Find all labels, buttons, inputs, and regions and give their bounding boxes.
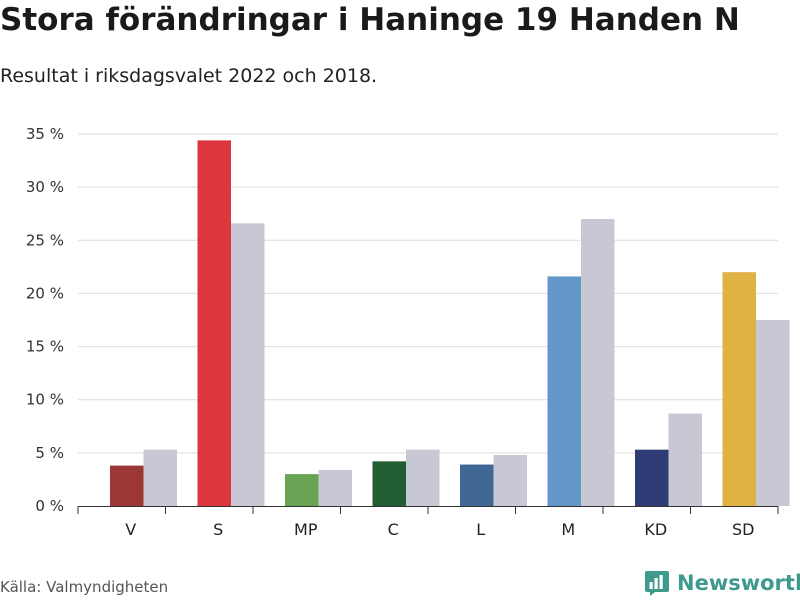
gridlines: [78, 133, 778, 454]
y-tick-label: 25 %: [26, 231, 64, 249]
y-tick-label: 10 %: [26, 391, 64, 409]
y-axis-tick-labels: 0 % 5 % 10 % 15 % 20 % 25 % 30 % 35 %: [26, 125, 64, 515]
x-tick-label: L: [476, 520, 485, 539]
brand-name: Newsworthy: [677, 571, 800, 595]
y-tick-label: 20 %: [26, 284, 64, 302]
y-tick-label: 15 %: [26, 338, 64, 356]
x-tick-label: M: [561, 520, 575, 539]
y-tick-label: 5 %: [35, 444, 64, 462]
brand-logo: Newsworthy: [644, 568, 800, 598]
x-axis: [77, 506, 779, 514]
y-tick-label: 30 %: [26, 178, 64, 196]
bar-sd-2018: [756, 320, 790, 506]
chart-subtitle: Resultat i riksdagsvalet 2022 och 2018.: [0, 65, 378, 87]
x-tick-label: KD: [644, 520, 667, 539]
bar-chart: 0 % 5 % 10 % 15 % 20 % 25 % 30 % 35 % V S MP C L M KD…: [26, 125, 790, 539]
x-tick-label: S: [213, 520, 223, 539]
bar-mp-2022: [285, 474, 319, 506]
bar-s-2018: [231, 223, 265, 506]
bar-c-2022: [372, 461, 406, 506]
bar-s-2022: [197, 140, 231, 506]
source-note: Källa: Valmyndigheten: [0, 578, 169, 596]
bar-m-2022: [547, 276, 581, 506]
chart-title: Stora förändringar i Haninge 19 Handen N: [0, 2, 740, 38]
y-tick-label: 0 %: [35, 497, 64, 515]
bar-m-2018: [581, 219, 615, 506]
bar-l-2022: [460, 464, 494, 506]
bar-mp-2018: [318, 469, 352, 506]
bar-l-2018: [493, 454, 527, 506]
bars: [110, 140, 790, 506]
newsworthy-bar-chart-logo-icon: [645, 571, 669, 596]
x-axis-tick-labels: V S MP C L M KD SD: [125, 520, 754, 539]
x-tick-label: MP: [294, 520, 318, 539]
bar-v-2018: [143, 449, 177, 506]
y-tick-label: 35 %: [26, 125, 64, 143]
bar-kd-2022: [635, 449, 669, 506]
x-tick-label: SD: [732, 520, 754, 539]
bar-v-2022: [110, 465, 144, 506]
bar-kd-2018: [668, 413, 702, 506]
bar-c-2018: [406, 449, 440, 506]
bar-sd-2022: [722, 272, 756, 506]
x-tick-label: V: [125, 520, 136, 539]
x-tick-label: C: [388, 520, 399, 539]
